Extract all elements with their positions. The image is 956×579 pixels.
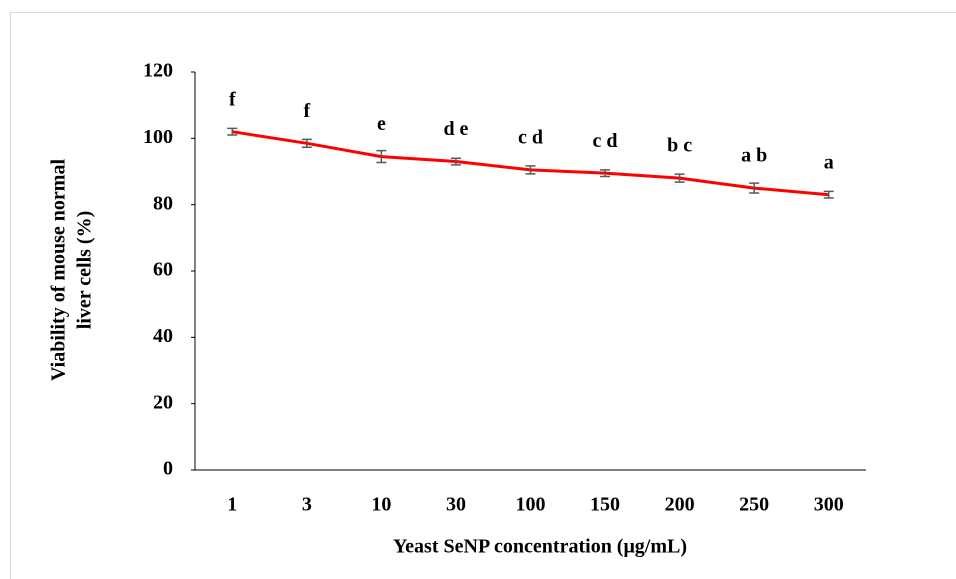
x-tick-label: 250 (739, 494, 769, 516)
y-tick-label: 120 (143, 60, 173, 82)
y-axis-label: Viability of mouse normal liver cells (%… (48, 159, 96, 381)
error-bar (227, 127, 238, 136)
error-bar (823, 190, 834, 199)
y-axis-label-line: Viability of mouse normal (48, 159, 70, 381)
y-tick-label: 20 (153, 391, 173, 413)
annotation: a b (741, 145, 767, 167)
annotation: f (229, 88, 236, 110)
annotation: c d (518, 126, 543, 148)
y-tick-label: 100 (143, 126, 173, 148)
annotation: e (377, 113, 386, 135)
error-bar (450, 157, 461, 166)
x-tick-label: 30 (446, 494, 466, 516)
y-tick-label: 0 (163, 458, 173, 480)
x-tick-label: 3 (302, 494, 312, 516)
y-tick-label: 80 (153, 192, 173, 214)
x-tick-label: 150 (590, 494, 620, 516)
y-axis-label-line: liver cells (%) (74, 211, 96, 329)
error-bar (376, 149, 387, 164)
annotation: b c (667, 135, 692, 157)
x-tick-label: 10 (371, 494, 391, 516)
annotation: c d (593, 130, 618, 152)
x-axis-label: Yeast SeNP concentration (μg/mL) (393, 536, 687, 558)
frame (10, 12, 956, 579)
annotation: d e (443, 118, 468, 140)
error-bar (749, 182, 760, 194)
error-bar (600, 169, 611, 178)
y-tick-label: 40 (153, 325, 173, 347)
x-tick-label: 1 (227, 494, 237, 516)
error-bar (301, 138, 312, 149)
annotation: f (303, 100, 310, 122)
error-bar (674, 173, 685, 183)
x-tick-label: 300 (814, 494, 844, 516)
x-tick-label: 200 (665, 494, 695, 516)
x-tick-label: 100 (516, 494, 546, 516)
y-tick-label: 60 (153, 259, 173, 281)
error-bar (525, 165, 536, 175)
annotation: a (824, 151, 834, 173)
